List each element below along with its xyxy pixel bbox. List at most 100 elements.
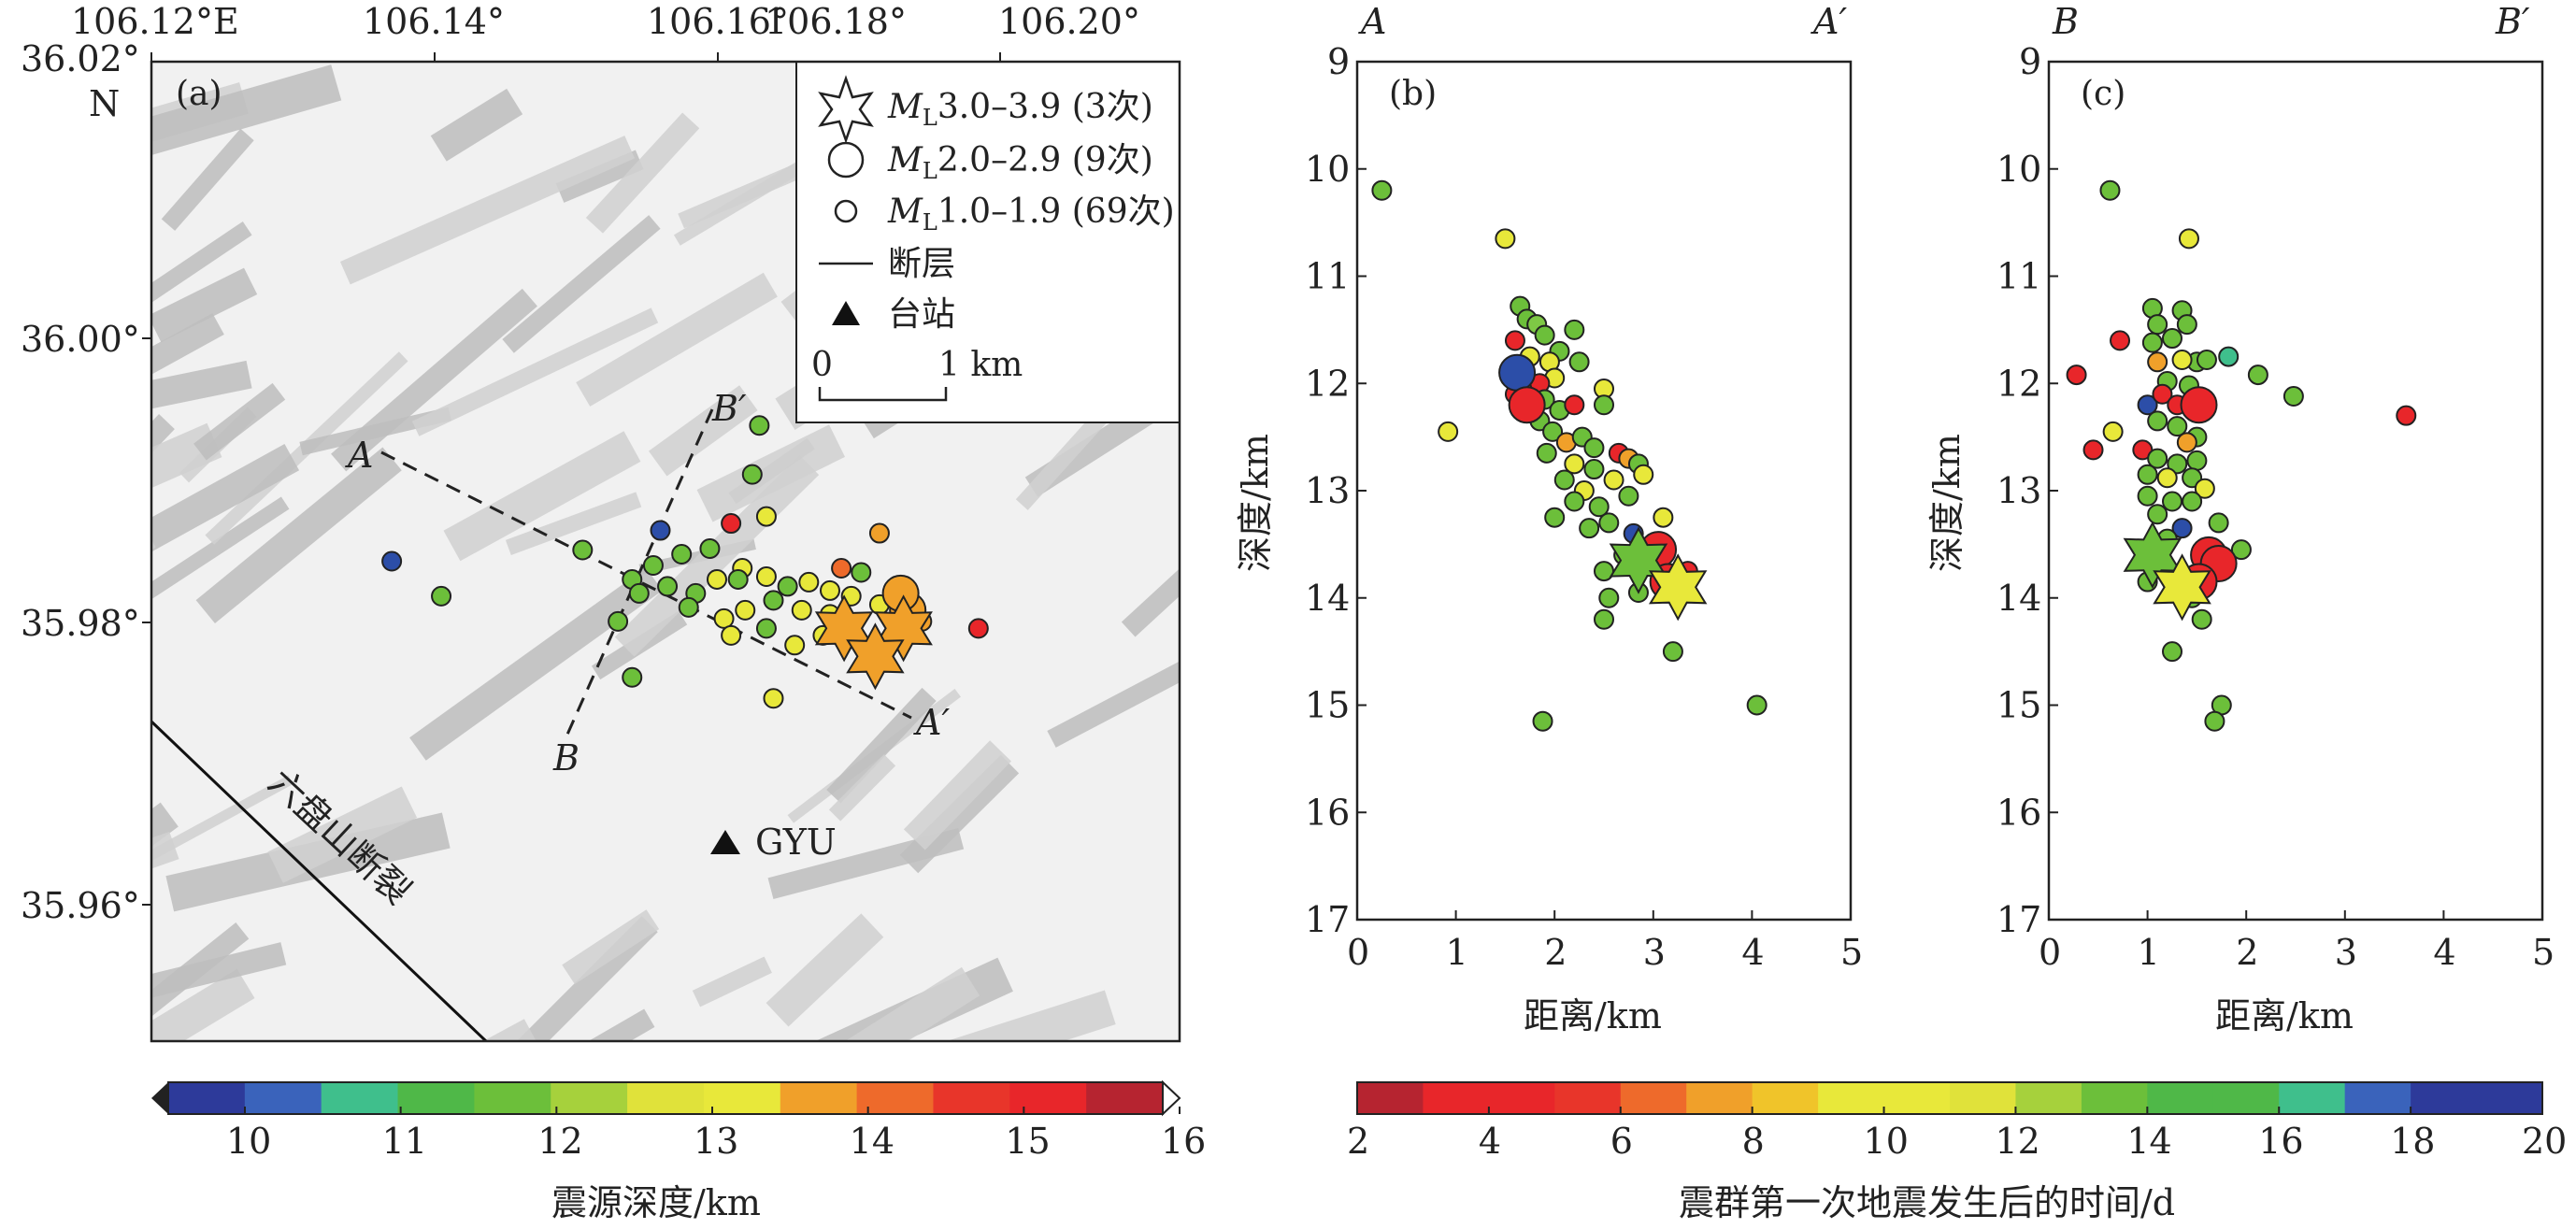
x-tick-label: 0 [1347, 932, 1369, 973]
panel-b-points [1371, 179, 1767, 732]
map-event [967, 618, 989, 639]
profile-event [2167, 416, 2188, 437]
map-legend: ML3.0–3.9 (3次) ML2.0–2.9 (9次) ML1.0–1.9 … [795, 61, 1181, 423]
depth-colorbar-swatch [1009, 1082, 1087, 1114]
map-event [831, 557, 852, 579]
map-lon-ticks: 106.12°E 106.14° 106.16° 106.18° 106.20° [71, 1, 1140, 62]
profile-event [1532, 710, 1553, 732]
profile-event [2082, 439, 2104, 461]
time-colorbar-label: 震群第一次地震发生后的时间/d [1679, 1182, 2175, 1223]
time-colorbar-swatch [1752, 1082, 1819, 1114]
lon-tick-3: 106.18° [765, 1, 907, 42]
terrain-ridge [195, 447, 402, 624]
profile-event [1508, 386, 1546, 424]
time-tick-label: 12 [1995, 1121, 2039, 1162]
depth-colorbar-swatch [168, 1082, 246, 1114]
terrain-ridge [161, 128, 254, 231]
profile-event [2147, 504, 2168, 525]
profile-event [1438, 421, 1459, 442]
terrain-ridge [903, 740, 1011, 850]
terrain-ridge [585, 112, 700, 234]
terrain-ridge [151, 443, 300, 604]
profile-event [2283, 386, 2304, 407]
profile-event [1603, 469, 1624, 491]
terrain-ridge [411, 307, 659, 436]
panel-label-b: (b) [1389, 75, 1437, 113]
profile-event [1544, 507, 1566, 528]
map-event [755, 618, 777, 639]
lat-tick-3: 35.96° [21, 885, 140, 926]
profile-event [1504, 330, 1525, 351]
time-tick-label: 10 [1864, 1121, 1909, 1162]
time-tick-label: 18 [2390, 1121, 2435, 1162]
profile-event [2196, 350, 2217, 371]
map-event [755, 565, 777, 587]
map-event [784, 635, 806, 656]
map-event [381, 550, 403, 572]
terrain-ridge [151, 267, 258, 343]
legend-fault-label: 断层 [888, 245, 955, 283]
time-colorbar-swatches [1356, 1081, 2543, 1115]
profile-event [2176, 432, 2197, 453]
map-event [721, 624, 742, 646]
legend-big-circle-icon [827, 141, 865, 179]
time-colorbar-swatch [1357, 1082, 1424, 1114]
station-label: GYU [755, 822, 837, 863]
profile-event [2396, 405, 2417, 426]
profile-event [2178, 228, 2199, 250]
legend-scale-bar [818, 387, 948, 402]
legend-small-circle-icon [834, 199, 858, 223]
panel-c-corner-left: B [2052, 1, 2079, 42]
panel-c-frame [2047, 60, 2544, 922]
depth-colorbar-swatch [780, 1082, 858, 1114]
map-lat-ticks: 36.02° N 36.00° 35.98° 35.96° [21, 38, 151, 926]
map-event [798, 571, 820, 593]
profile-event [2137, 485, 2158, 507]
y-tick-label: 12 [1305, 363, 1350, 404]
x-tick-label: 1 [2138, 932, 2160, 973]
time-colorbar-swatch [2147, 1082, 2214, 1114]
station-triangle-icon [710, 830, 740, 854]
profile-event [2147, 351, 2168, 373]
map-event [650, 520, 671, 541]
profile-event [2186, 450, 2208, 471]
map-event [642, 554, 664, 576]
time-tick-label: 16 [2258, 1121, 2303, 1162]
profile-event [2208, 512, 2229, 534]
profile-event [2147, 410, 2168, 432]
terrain-ridge [151, 496, 290, 678]
lon-tick-1: 106.14° [363, 1, 505, 42]
lat-tick-0: 36.02° [21, 38, 140, 79]
y-tick-label: 13 [1305, 470, 1350, 511]
map-event [572, 539, 594, 561]
time-tick-label: 4 [1479, 1121, 1501, 1162]
terrain-ridge [648, 385, 758, 477]
time-tick-label: 6 [1610, 1121, 1633, 1162]
legend-star-icon [818, 75, 874, 144]
depth-tick-label: 15 [1005, 1121, 1050, 1162]
time-colorbar-swatch [1883, 1082, 1951, 1114]
terrain-ridge [696, 424, 846, 522]
profile-event [1498, 353, 1537, 392]
profile-event [1746, 694, 1767, 716]
time-tick-label: 8 [1742, 1121, 1765, 1162]
legend-scale-0: 0 [811, 346, 833, 384]
profile-event [2137, 464, 2158, 485]
terrain-ridge [488, 916, 658, 1041]
time-colorbar-ticks: 2 4 6 8 10 12 14 16 18 20 [1347, 1107, 2567, 1162]
y-tick-label: 14 [1996, 578, 2041, 619]
terrain-ridge [151, 64, 342, 179]
lat-tick-n: N [89, 83, 120, 124]
x-tick-label: 3 [1643, 932, 1666, 973]
lat-tick-1: 36.00° [21, 319, 140, 360]
map-event [671, 543, 693, 564]
map-event [735, 599, 756, 621]
depth-colorbar-swatch [474, 1082, 551, 1114]
y-tick-label: 12 [1996, 363, 2041, 404]
profile-event [2218, 346, 2240, 367]
legend-scale-1: 1 km [938, 346, 1023, 384]
time-colorbar-swatch [2279, 1082, 2346, 1114]
profile-event [1633, 464, 1654, 485]
profile-event-star [1648, 553, 1708, 622]
map-event [699, 538, 721, 560]
